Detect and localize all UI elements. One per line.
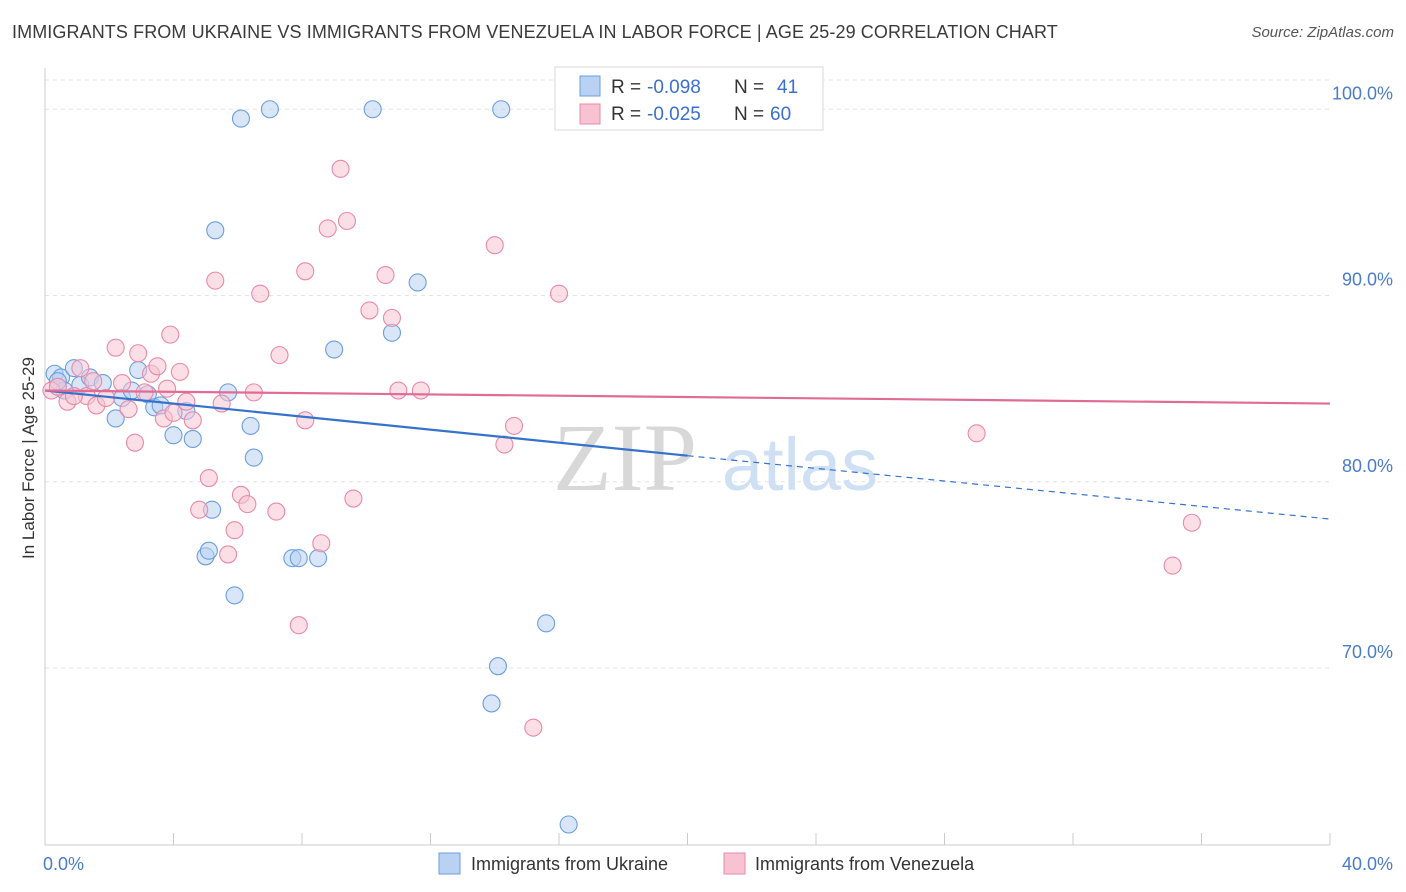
venezuela-point-30 xyxy=(251,284,270,303)
venezuela-point-20 xyxy=(183,411,202,430)
ukraine-point-35 xyxy=(482,694,501,713)
stat-r-label-venezuela: R = xyxy=(611,104,641,125)
ukraine-point-24 xyxy=(241,416,260,435)
ukraine-trend-line xyxy=(44,389,688,457)
venezuela-point-54 xyxy=(967,424,986,443)
ukraine-point-18 xyxy=(199,541,218,560)
source-label: Source: ZipAtlas.com xyxy=(1251,24,1394,41)
ukraine-point-28 xyxy=(289,549,308,568)
x-tick-labels: 0.0% 40.0% xyxy=(43,854,1393,874)
venezuela-point-31 xyxy=(267,502,286,521)
stat-r-value-ukraine: -0.098 xyxy=(647,77,701,98)
y-tick-labels: 70.0% 80.0% 90.0% 100.0% xyxy=(1332,83,1393,662)
ukraine-point-14 xyxy=(164,426,183,445)
venezuela-point-35 xyxy=(296,262,315,281)
stats-swatch-venezuela xyxy=(579,103,601,125)
y-tick-label-80: 80.0% xyxy=(1342,456,1393,476)
stat-r-value-venezuela: -0.025 xyxy=(647,104,701,125)
stats-legend: R = -0.098 N = 41 R = -0.025 N = 60 xyxy=(554,66,824,131)
watermark-atlas: atlas xyxy=(722,423,878,506)
venezuela-point-21 xyxy=(190,500,209,519)
venezuela-point-7 xyxy=(106,338,125,357)
bottom-legend: Immigrants from Ukraine Immigrants from … xyxy=(438,852,975,875)
venezuela-point-25 xyxy=(219,545,238,564)
venezuela-point-22 xyxy=(199,469,218,488)
axes xyxy=(44,68,1331,846)
ukraine-point-20 xyxy=(206,221,225,240)
venezuela-point-34 xyxy=(296,411,315,430)
watermark: ZIP atlas xyxy=(553,404,878,511)
venezuela-point-11 xyxy=(129,344,148,363)
venezuela-point-32 xyxy=(270,346,289,365)
gridlines xyxy=(45,79,1330,669)
venezuela-point-3 xyxy=(71,359,90,378)
venezuela-point-18 xyxy=(170,362,189,381)
venezuela-point-8 xyxy=(113,374,132,393)
legend-swatch-ukraine xyxy=(438,852,461,875)
venezuela-point-58 xyxy=(84,372,103,391)
venezuela-trend-line xyxy=(44,389,1331,405)
ukraine-point-29 xyxy=(309,549,328,568)
x-tick-label-min: 0.0% xyxy=(43,854,84,874)
ukraine-point-23 xyxy=(231,109,251,128)
ukraine-point-36 xyxy=(492,100,511,119)
legend-label-ukraine: Immigrants from Ukraine xyxy=(471,854,668,874)
venezuela-point-14 xyxy=(148,357,167,376)
venezuela-point-44 xyxy=(389,381,408,400)
stat-n-label-ukraine: N = xyxy=(734,77,764,98)
ukraine-point-37 xyxy=(537,614,556,633)
venezuela-point-26 xyxy=(225,521,244,540)
ukraine-point-31 xyxy=(363,100,382,119)
ukraine-point-7 xyxy=(106,409,125,428)
y-tick-label-70: 70.0% xyxy=(1342,642,1393,662)
ukraine-point-16 xyxy=(183,429,202,448)
stat-r-label-ukraine: R = xyxy=(611,77,641,98)
stat-n-value-venezuela: 60 xyxy=(770,104,791,125)
venezuela-point-55 xyxy=(1163,556,1182,575)
legend-label-venezuela: Immigrants from Venezuela xyxy=(755,854,975,874)
ukraine-point-30 xyxy=(325,340,344,359)
venezuela-point-56 xyxy=(1182,513,1201,532)
venezuela-point-16 xyxy=(161,325,180,344)
venezuela-point-50 xyxy=(549,284,569,303)
ukraine-point-38 xyxy=(559,815,578,834)
ukraine-point-22 xyxy=(225,586,244,605)
ukraine-point-25 xyxy=(244,448,263,467)
venezuela-point-46 xyxy=(485,236,504,255)
venezuela-point-10 xyxy=(125,433,144,452)
x-tick-label-max: 40.0% xyxy=(1342,854,1393,874)
venezuela-point-33 xyxy=(289,616,308,635)
ukraine-point-26 xyxy=(260,100,279,119)
ukraine-point-34 xyxy=(488,657,508,676)
venezuela-point-43 xyxy=(382,308,402,327)
venezuela-point-41 xyxy=(360,301,379,320)
ukraine-point-33 xyxy=(408,273,427,292)
venezuela-point-39 xyxy=(337,211,357,231)
venezuela-point-28 xyxy=(238,495,257,514)
venezuela-point-45 xyxy=(411,381,430,400)
watermark-zip: ZIP xyxy=(553,404,697,511)
venezuela-point-48 xyxy=(504,416,524,435)
stat-n-value-ukraine: 41 xyxy=(777,77,798,98)
venezuela-point-42 xyxy=(376,265,395,285)
y-axis-label: In Labor Force | Age 25-29 xyxy=(19,357,38,559)
chart-title: IMMIGRANTS FROM UKRAINE VS IMMIGRANTS FR… xyxy=(12,22,1058,42)
venezuela-point-9 xyxy=(119,400,138,419)
legend-swatch-venezuela xyxy=(723,852,746,875)
venezuela-point-38 xyxy=(331,159,350,178)
venezuela-point-37 xyxy=(318,219,337,238)
ukraine-trend-extension xyxy=(687,455,1331,520)
venezuela-point-23 xyxy=(206,271,225,290)
venezuela-point-57 xyxy=(158,379,177,398)
venezuela-point-36 xyxy=(312,534,331,553)
stat-n-label-venezuela: N = xyxy=(734,104,764,125)
venezuela-point-19 xyxy=(177,392,196,411)
trend-lines xyxy=(44,389,1331,520)
y-tick-label-100: 100.0% xyxy=(1332,83,1393,103)
stats-swatch-ukraine xyxy=(579,75,601,97)
venezuela-point-40 xyxy=(344,489,363,508)
y-tick-label-90: 90.0% xyxy=(1342,270,1393,290)
venezuela-point-49 xyxy=(524,718,543,737)
